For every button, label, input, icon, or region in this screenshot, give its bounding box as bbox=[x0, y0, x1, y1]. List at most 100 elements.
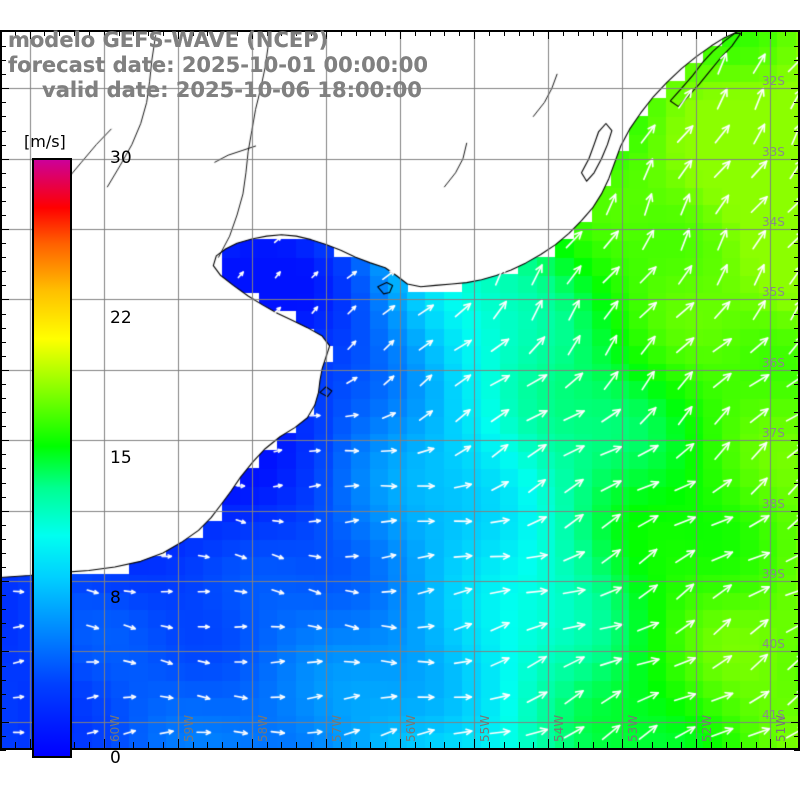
x-tick-top bbox=[444, 30, 445, 36]
colorbar: 30 22 15 8 0 bbox=[32, 148, 132, 768]
y-tick-left bbox=[0, 567, 6, 568]
x-tick-bottom bbox=[281, 742, 282, 748]
x-tick-bottom bbox=[148, 742, 149, 748]
y-tick-right bbox=[794, 187, 800, 188]
x-tick-top bbox=[519, 30, 520, 36]
x-tick-top bbox=[741, 30, 742, 36]
x-tick-bottom bbox=[74, 742, 75, 748]
y-tick-left bbox=[0, 285, 6, 286]
y-tick-right bbox=[794, 637, 800, 638]
y-tick-right bbox=[794, 595, 800, 596]
x-tick-bottom bbox=[163, 742, 164, 748]
y-tick-right bbox=[794, 454, 800, 455]
lon-label-59W: 59W bbox=[181, 714, 196, 742]
y-tick-right bbox=[794, 145, 800, 146]
y-tick-left bbox=[0, 342, 6, 343]
x-tick-bottom bbox=[726, 742, 727, 748]
x-tick-top bbox=[415, 30, 416, 36]
y-tick-right bbox=[794, 314, 800, 315]
y-tick-left bbox=[0, 356, 6, 357]
x-tick-bottom bbox=[341, 742, 342, 748]
x-tick-top bbox=[341, 30, 342, 36]
y-tick-left bbox=[0, 398, 6, 399]
x-tick-top bbox=[430, 30, 431, 36]
y-tick-right bbox=[794, 750, 800, 751]
x-tick-top bbox=[267, 30, 268, 36]
x-tick-bottom bbox=[533, 742, 534, 748]
y-tick-left bbox=[0, 539, 6, 540]
x-tick-bottom bbox=[637, 742, 638, 748]
x-tick-bottom bbox=[756, 742, 757, 748]
lat-label-35S: 35S bbox=[762, 285, 785, 300]
y-tick-left bbox=[0, 314, 6, 315]
y-tick-left bbox=[0, 426, 6, 427]
y-tick-left bbox=[0, 637, 6, 638]
y-tick-right bbox=[794, 74, 800, 75]
x-tick-bottom bbox=[178, 739, 179, 748]
lon-label-54W: 54W bbox=[552, 714, 567, 742]
y-tick-right bbox=[794, 708, 800, 709]
x-tick-bottom bbox=[89, 742, 90, 748]
colorbar-tick-8: 8 bbox=[110, 588, 121, 608]
y-tick-left bbox=[0, 412, 6, 413]
x-tick-top bbox=[459, 30, 460, 36]
y-tick-right bbox=[794, 271, 800, 272]
y-tick-left bbox=[0, 666, 6, 667]
x-tick-top bbox=[89, 30, 90, 36]
y-tick-right bbox=[791, 722, 800, 723]
map-plot-area bbox=[0, 32, 800, 750]
x-tick-top bbox=[222, 30, 223, 36]
lat-label-39S: 39S bbox=[762, 567, 785, 582]
y-tick-right bbox=[794, 60, 800, 61]
x-tick-top bbox=[607, 30, 608, 36]
lat-label-34S: 34S bbox=[762, 215, 785, 230]
x-tick-top bbox=[44, 30, 45, 36]
y-tick-right bbox=[791, 88, 800, 89]
x-tick-bottom bbox=[193, 742, 194, 748]
lat-label-41S: 41S bbox=[762, 707, 785, 722]
y-tick-right bbox=[794, 567, 800, 568]
lat-label-40S: 40S bbox=[762, 637, 785, 652]
lat-label-32S: 32S bbox=[762, 74, 785, 89]
y-tick-left bbox=[0, 609, 6, 610]
x-tick-top bbox=[637, 30, 638, 36]
lat-label-36S: 36S bbox=[762, 355, 785, 370]
x-tick-bottom bbox=[252, 739, 253, 748]
x-tick-bottom bbox=[133, 742, 134, 748]
x-tick-bottom bbox=[370, 742, 371, 748]
y-tick-right bbox=[794, 553, 800, 554]
x-tick-top bbox=[15, 30, 16, 36]
x-tick-top bbox=[59, 30, 60, 36]
bottom-axis-line bbox=[0, 748, 800, 750]
x-tick-bottom bbox=[237, 742, 238, 748]
y-tick-right bbox=[794, 525, 800, 526]
y-tick-left bbox=[0, 201, 6, 202]
x-tick-top bbox=[504, 30, 505, 36]
right-axis-line bbox=[798, 30, 800, 750]
lon-label-53W: 53W bbox=[626, 714, 641, 742]
y-tick-right bbox=[794, 609, 800, 610]
colorbar-unit-label: [m/s] bbox=[24, 132, 66, 151]
x-tick-bottom bbox=[696, 739, 697, 748]
y-tick-right bbox=[794, 102, 800, 103]
y-tick-left bbox=[0, 173, 6, 174]
y-tick-right bbox=[794, 173, 800, 174]
y-tick-right bbox=[794, 131, 800, 132]
y-tick-right bbox=[791, 511, 800, 512]
x-tick-top bbox=[489, 30, 490, 36]
x-tick-top bbox=[533, 30, 534, 36]
y-tick-left bbox=[0, 651, 9, 652]
x-tick-bottom bbox=[785, 742, 786, 748]
x-tick-bottom bbox=[104, 739, 105, 748]
y-tick-left bbox=[0, 46, 6, 47]
lon-label-58W: 58W bbox=[255, 714, 270, 742]
y-tick-left bbox=[0, 581, 9, 582]
y-tick-right bbox=[794, 116, 800, 117]
x-tick-bottom bbox=[681, 742, 682, 748]
y-tick-left bbox=[0, 187, 6, 188]
y-tick-right bbox=[794, 398, 800, 399]
y-tick-left bbox=[0, 384, 6, 385]
x-tick-bottom bbox=[489, 742, 490, 748]
y-tick-left bbox=[0, 553, 6, 554]
x-tick-bottom bbox=[459, 742, 460, 748]
